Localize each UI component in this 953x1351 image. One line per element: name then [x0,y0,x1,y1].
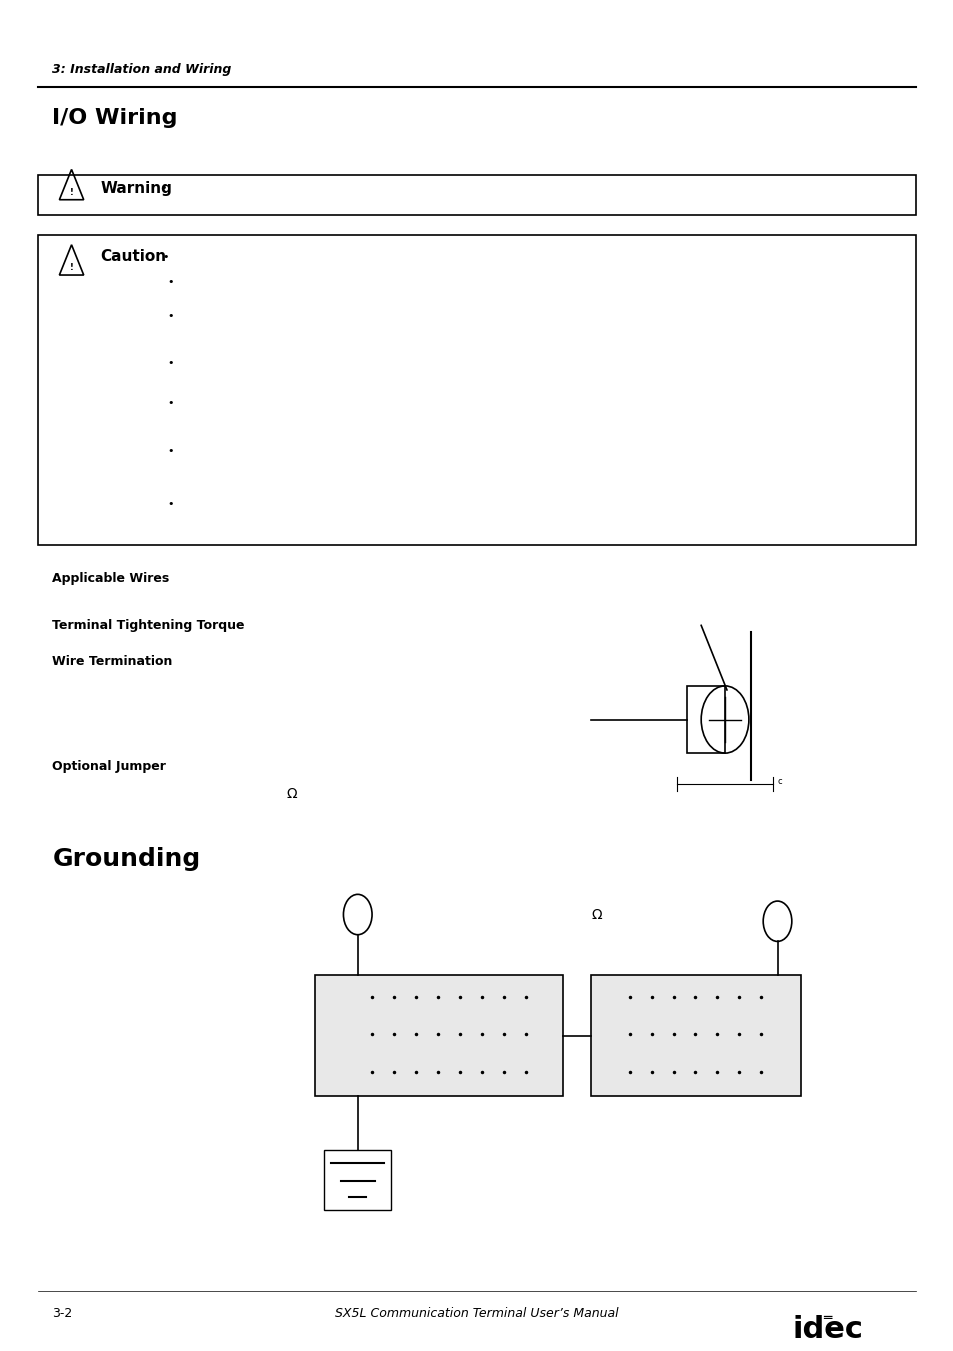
Bar [324,1150,391,1210]
Text: •: • [167,500,173,509]
Text: Ω: Ω [591,908,601,921]
Text: Caution: Caution [100,250,166,265]
Text: c: c [777,777,781,786]
Text: Ω: Ω [286,786,296,801]
Text: •: • [160,184,167,193]
FancyBboxPatch shape [38,174,915,215]
Text: 3-2: 3-2 [52,1308,72,1320]
Bar [314,975,562,1096]
Bar [686,686,724,753]
Text: Warning: Warning [100,181,172,196]
Text: idec: idec [792,1316,862,1344]
Text: SX5L Communication Terminal User’s Manual: SX5L Communication Terminal User’s Manua… [335,1308,618,1320]
Text: •: • [167,277,173,288]
Text: Applicable Wires: Applicable Wires [52,571,170,585]
Bar [591,975,801,1096]
Text: •: • [162,251,169,262]
Text: ═: ═ [822,1312,831,1325]
Text: I/O Wiring: I/O Wiring [52,108,178,127]
Text: Optional Jumper: Optional Jumper [52,759,166,773]
Text: •: • [167,399,173,408]
Text: •: • [167,446,173,455]
Text: !: ! [70,263,73,273]
Text: Terminal Tightening Torque: Terminal Tightening Torque [52,619,245,632]
Text: Grounding: Grounding [52,847,200,871]
Text: •: • [167,358,173,367]
Text: •: • [167,311,173,322]
Text: 3: Installation and Wiring: 3: Installation and Wiring [52,63,232,76]
Text: !: ! [70,188,73,197]
FancyBboxPatch shape [38,235,915,544]
Text: Wire Termination: Wire Termination [52,655,172,667]
